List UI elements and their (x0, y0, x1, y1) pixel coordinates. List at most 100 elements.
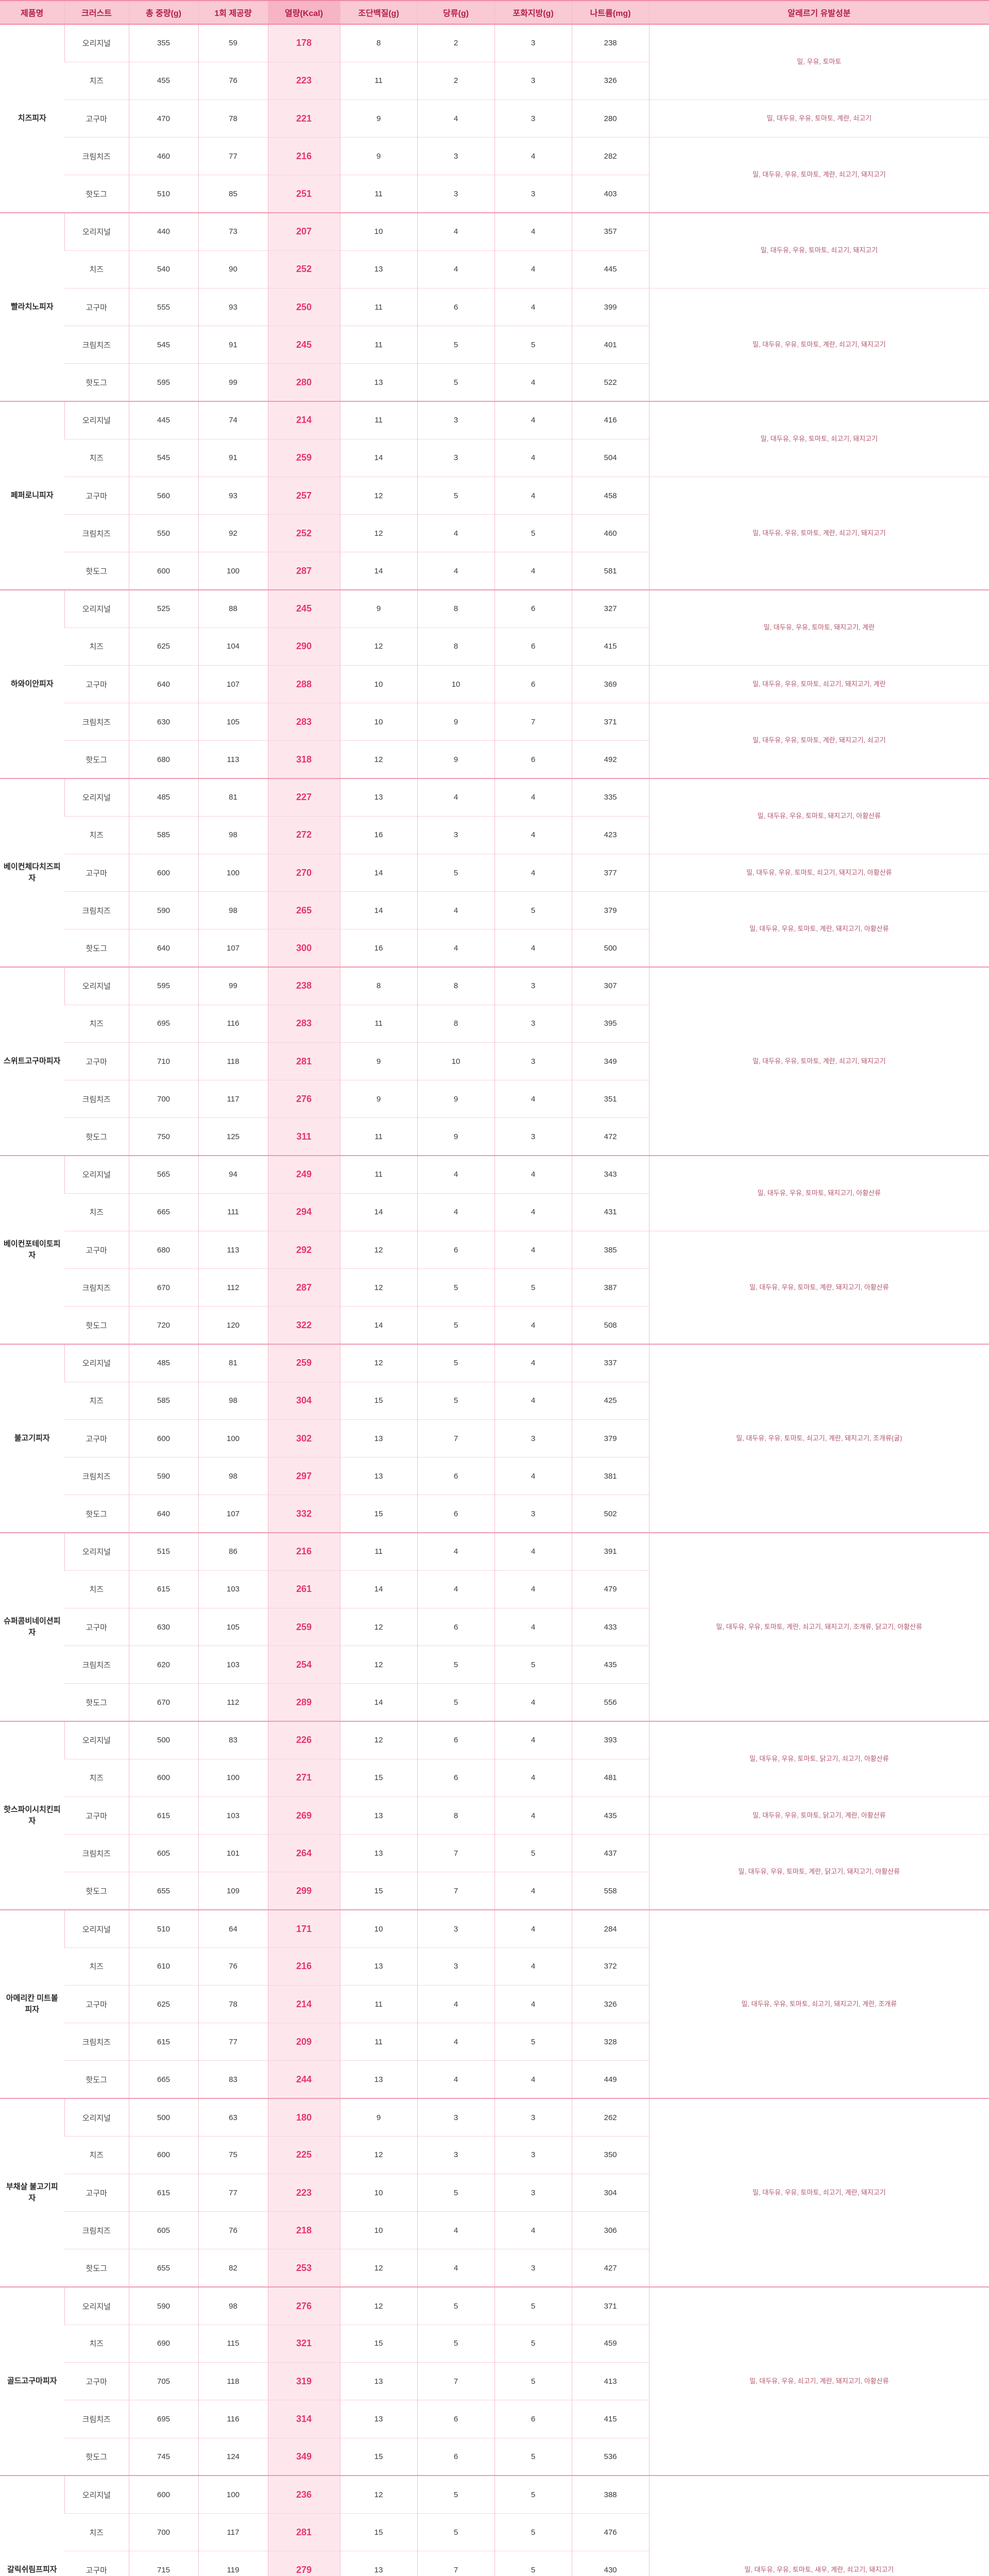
kcal-cell: 314 (267, 2400, 340, 2438)
weight-cell: 540 (128, 250, 198, 289)
serving-cell: 100 (198, 552, 268, 590)
weight-cell: 600 (128, 2475, 198, 2514)
table-row: 핫도그 655 109 299 15 7 4 558 (0, 1872, 989, 1910)
serving-cell: 98 (198, 1381, 268, 1420)
weight-cell: 670 (128, 1268, 198, 1307)
crust-cell: 크림치즈 (64, 2400, 129, 2438)
sodium-cell: 371 (571, 2286, 649, 2325)
crust-cell: 핫도그 (64, 363, 129, 402)
sodium-cell: 343 (571, 1155, 649, 1194)
satfat-cell: 6 (494, 589, 572, 628)
table-row: 골드고구마피자 오리지널 590 98 276 12 5 5 371 밀, 대두유, 우유, 쇠고… (0, 2286, 989, 2476)
weight-cell: 355 (128, 23, 198, 62)
table-row: 부채살 불고기피자 오리지널 500 63 180 9 3 3 262 밀, 대두유, 우유, 토… (0, 2098, 989, 2287)
kcal-cell: 249 (267, 1155, 340, 1194)
protein-cell: 14 (339, 1193, 417, 1231)
allergen-cell: 밀, 대두유, 우유, 토마토, 닭고기, 계란, 아황산류 (649, 1797, 989, 1835)
kcal-cell: 207 (267, 212, 340, 251)
sugar-cell: 4 (417, 1155, 494, 1194)
weight-cell: 625 (128, 627, 198, 666)
sugar-cell: 5 (417, 1683, 494, 1722)
kcal-cell: 269 (267, 1797, 340, 1835)
satfat-cell: 5 (494, 2551, 572, 2576)
table-row: 핫도그 745 124 349 15 6 5 536 (0, 2437, 989, 2476)
kcal-cell: 292 (267, 1230, 340, 1269)
sugar-cell: 5 (417, 1306, 494, 1345)
crust-cell: 치즈 (64, 2324, 129, 2363)
kcal-cell: 264 (267, 1834, 340, 1872)
satfat-cell: 3 (494, 2136, 572, 2174)
table-row: 치즈피자 오리지널 355 59 178 8 2 3 238 밀, 우유, 토마토 (0, 23, 989, 213)
sodium-cell: 388 (571, 2475, 649, 2514)
serving-cell: 83 (198, 2060, 268, 2099)
kcal-cell: 252 (267, 250, 340, 289)
kcal-cell: 251 (267, 175, 340, 213)
crust-cell: 오리지널 (64, 2098, 129, 2137)
weight-cell: 545 (128, 326, 198, 364)
serving-cell: 77 (198, 137, 268, 175)
protein-cell: 12 (339, 2286, 417, 2325)
crust-cell: 크림치즈 (64, 137, 129, 175)
protein-cell: 12 (339, 1230, 417, 1269)
table-row: 크림치즈 545 91 245 11 5 5 401 (0, 326, 989, 364)
sodium-cell: 445 (571, 250, 649, 289)
crust-cell: 고구마 (64, 1042, 129, 1080)
serving-cell: 75 (198, 2136, 268, 2174)
protein-cell: 9 (339, 1080, 417, 1118)
crust-cell: 핫도그 (64, 1306, 129, 1345)
serving-cell: 91 (198, 326, 268, 364)
weight-cell: 700 (128, 1080, 198, 1118)
kcal-cell: 253 (267, 2249, 340, 2287)
serving-cell: 98 (198, 2286, 268, 2325)
crust-cell: 고구마 (64, 2551, 129, 2576)
sugar-cell: 5 (417, 363, 494, 402)
sodium-cell: 476 (571, 2513, 649, 2551)
sodium-cell: 431 (571, 1193, 649, 1231)
crust-cell: 핫도그 (64, 740, 129, 779)
weight-cell: 545 (128, 438, 198, 477)
serving-cell: 103 (198, 1570, 268, 1608)
weight-cell: 630 (128, 1608, 198, 1646)
satfat-cell: 4 (494, 1155, 572, 1194)
header-cell-sugars: 당류(g) (417, 1, 494, 25)
kcal-cell: 171 (267, 1909, 340, 1948)
protein-cell: 11 (339, 2023, 417, 2061)
product-name-cell: 빨라치노피자 (0, 212, 64, 402)
serving-cell: 103 (198, 1646, 268, 1684)
weight-cell: 700 (128, 2513, 198, 2551)
protein-cell: 15 (339, 1758, 417, 1797)
crust-cell: 치즈 (64, 1758, 129, 1797)
table-row: 크림치즈 620 103 254 12 5 5 435 (0, 1646, 989, 1684)
crust-cell: 핫도그 (64, 175, 129, 213)
header-cell-calories: 열량(Kcal) (267, 1, 340, 25)
kcal-cell: 289 (267, 1683, 340, 1722)
satfat-cell: 4 (494, 363, 572, 402)
sodium-cell: 284 (571, 1909, 649, 1948)
allergen-cell: 밀, 대두유, 우유, 토마토, 돼지고기, 아황산류 (649, 1155, 989, 1231)
sugar-cell: 5 (417, 1646, 494, 1684)
satfat-cell: 4 (494, 1381, 572, 1420)
kcal-cell: 272 (267, 816, 340, 854)
table-row: 스위트고구마피자 오리지널 595 99 238 8 8 3 307 밀, 대두유, 우유, 토마… (0, 967, 989, 1156)
sodium-cell: 401 (571, 326, 649, 364)
protein-cell: 11 (339, 175, 417, 213)
protein-cell: 8 (339, 23, 417, 62)
satfat-cell: 4 (494, 1193, 572, 1231)
protein-cell: 13 (339, 2551, 417, 2576)
sugar-cell: 4 (417, 99, 494, 138)
allergen-cell: 밀, 대두유, 우유, 토마토, 계란, 쇠고기, 돼지고기 (649, 287, 989, 402)
sugar-cell: 5 (417, 2513, 494, 2551)
table-row: 치즈 615 103 261 14 4 4 479 (0, 1570, 989, 1608)
serving-cell: 107 (198, 665, 268, 703)
product-name-cell: 골드고구마피자 (0, 2286, 64, 2476)
kcal-cell: 257 (267, 476, 340, 515)
kcal-cell: 276 (267, 2286, 340, 2325)
serving-cell: 99 (198, 363, 268, 402)
protein-cell: 11 (339, 1532, 417, 1571)
header-cell-sodium: 나트륨(mg) (571, 1, 649, 25)
satfat-cell: 4 (494, 1080, 572, 1118)
product-name-cell: 불고기피자 (0, 1344, 64, 1533)
table-row: 베이컨포테이토피자 오리지널 565 94 249 11 4 4 343 밀, 대두유, 우유, … (0, 1155, 989, 1345)
satfat-cell: 5 (494, 891, 572, 929)
product-name-cell: 스위트고구마피자 (0, 967, 64, 1156)
